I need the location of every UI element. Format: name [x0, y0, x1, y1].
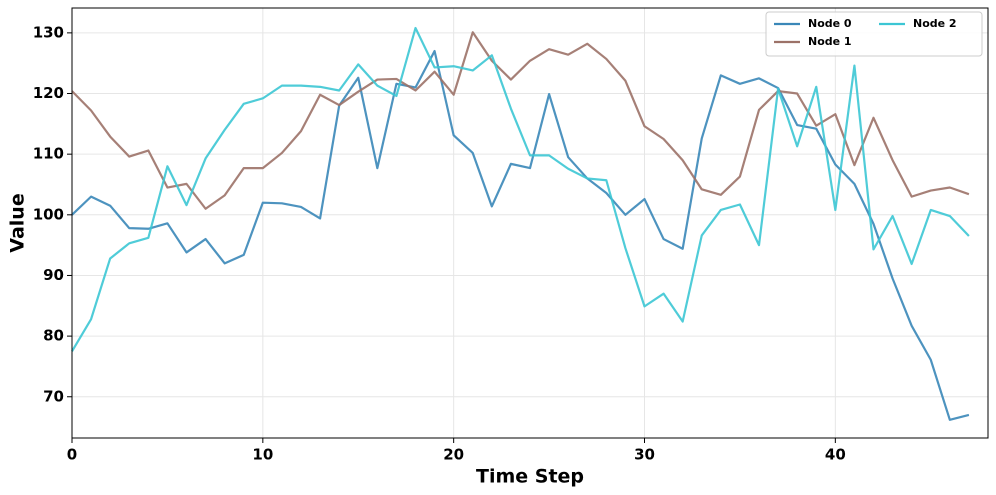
line — [71, 31, 970, 210]
y-tick-label: 110 — [33, 145, 64, 163]
line — [71, 26, 970, 352]
y-tick-label: 100 — [33, 205, 64, 223]
legend-label: Node 0 — [808, 17, 852, 30]
y-tick-label: 80 — [43, 327, 64, 345]
x-tick-label: 20 — [443, 446, 464, 464]
plot-frame — [71, 7, 989, 439]
y-tick-label: 130 — [33, 23, 64, 41]
y-tick-label: 90 — [43, 266, 64, 284]
legend-label: Node 1 — [808, 35, 852, 48]
line — [71, 49, 970, 421]
x-tick-label: 0 — [67, 446, 77, 464]
legend-label: Node 2 — [913, 17, 957, 30]
x-tick-label: 10 — [252, 446, 273, 464]
x-tick-label: 40 — [825, 446, 846, 464]
legend-box — [765, 11, 983, 57]
y-axis-label: Value — [7, 193, 29, 252]
y-tick-label: 70 — [43, 387, 64, 405]
x-axis-label: Time Step — [476, 466, 584, 488]
y-tick-label: 120 — [33, 84, 64, 102]
x-tick-label: 30 — [634, 446, 655, 464]
